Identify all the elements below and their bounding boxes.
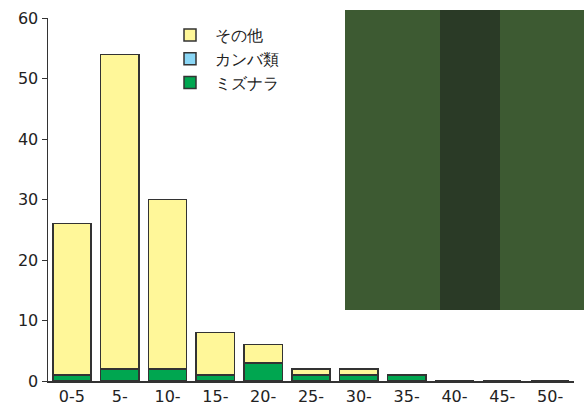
svg-text:20-: 20-: [250, 387, 276, 406]
svg-text:5-: 5-: [112, 387, 128, 406]
svg-text:40: 40: [18, 130, 38, 149]
svg-text:50-: 50-: [537, 387, 563, 406]
svg-text:0: 0: [28, 372, 38, 391]
svg-text:60: 60: [18, 9, 38, 28]
svg-text:50: 50: [18, 69, 38, 88]
svg-text:30: 30: [18, 190, 38, 209]
svg-text:ミズナラ: ミズナラ: [215, 74, 279, 93]
svg-text:15-: 15-: [202, 387, 228, 406]
svg-text:30-: 30-: [346, 387, 372, 406]
svg-text:35-: 35-: [394, 387, 420, 406]
svg-text:40-: 40-: [441, 387, 467, 406]
svg-text:45-: 45-: [489, 387, 515, 406]
svg-text:10-: 10-: [154, 387, 180, 406]
svg-text:0-5: 0-5: [59, 387, 85, 406]
svg-text:10: 10: [18, 311, 38, 330]
svg-text:20: 20: [18, 251, 38, 270]
svg-text:カンバ類: カンバ類: [215, 50, 279, 69]
svg-text:25-: 25-: [298, 387, 324, 406]
svg-text:その他: その他: [215, 26, 263, 45]
